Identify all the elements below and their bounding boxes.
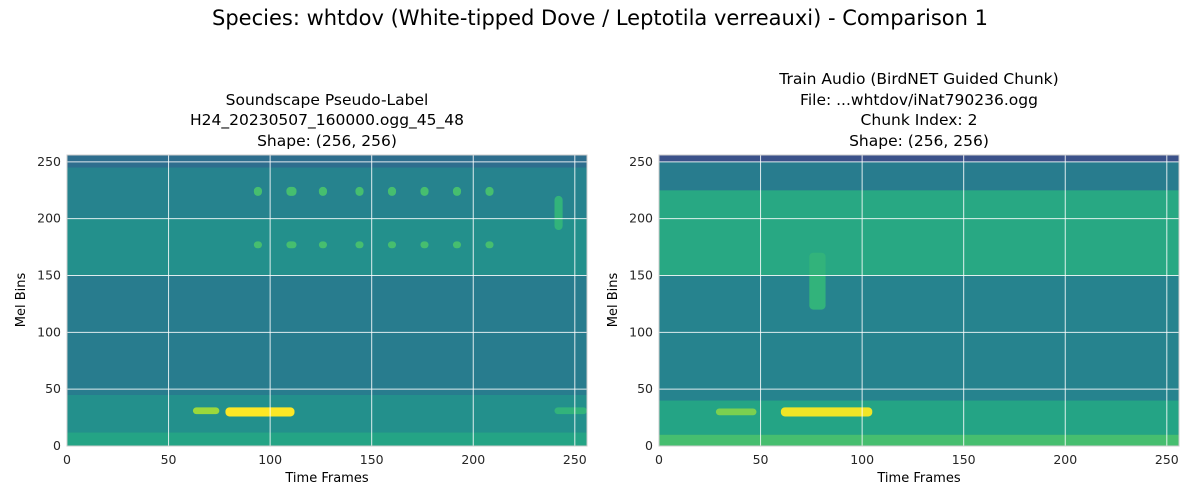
- x-tick-label: 250: [1155, 452, 1179, 467]
- grid-right: [659, 155, 1179, 446]
- panel-right: Train Audio (BirdNET Guided Chunk) File:…: [606, 70, 1180, 486]
- y-tick-label: 250: [37, 154, 61, 169]
- heat-band-3: [67, 218, 587, 276]
- heat-band-1: [659, 400, 1179, 435]
- heat-spot-7: [387, 241, 397, 249]
- x-tick-label: 150: [952, 452, 976, 467]
- figure-suptitle: Species: whtdov (White-tipped Dove / Lep…: [212, 6, 988, 30]
- heat-spot-14: [355, 186, 364, 196]
- heat-spot-10: [485, 241, 494, 249]
- x-axis-label-right: Time Frames: [876, 471, 960, 486]
- panel-right-title-line-1: Train Audio (BirdNET Guided Chunk): [778, 70, 1058, 88]
- heat-spot-0: [715, 408, 757, 416]
- y-tick-label: 0: [645, 438, 653, 453]
- heat-spot-9: [452, 241, 462, 249]
- heat-spot-0: [192, 407, 220, 415]
- heat-spot-1: [225, 407, 295, 417]
- y-tick-label: 150: [37, 267, 61, 282]
- heat-band-3: [659, 190, 1179, 276]
- x-tick-label: 150: [360, 452, 384, 467]
- heat-spot-2: [554, 407, 587, 415]
- x-tick-label: 250: [563, 452, 587, 467]
- y-tick-label: 100: [37, 324, 61, 339]
- heat-spot-1: [780, 407, 873, 417]
- panel-left-title-line-2: H24_20230507_160000.ogg_45_48: [190, 111, 464, 130]
- heat-band-2: [67, 275, 587, 395]
- heat-spot-11: [253, 186, 262, 196]
- heat-band-4: [67, 167, 587, 219]
- y-tick-label: 50: [45, 381, 61, 396]
- y-tick-label: 200: [629, 211, 653, 226]
- x-tick-label: 50: [161, 452, 177, 467]
- y-tick-label: 150: [629, 267, 653, 282]
- panel-right-title-line-3: Chunk Index: 2: [861, 111, 978, 129]
- ticks-left: 0 50 100 150 200 250 0 50 100 150 200 250: [37, 154, 587, 467]
- heat-spot-4: [286, 241, 297, 249]
- heat-spot-15: [387, 186, 397, 196]
- y-tick-label: 0: [53, 438, 61, 453]
- heat-spot-5: [318, 241, 327, 249]
- ticks-right: 0 50 100 150 200 250 0 50 100 150 200 250: [629, 154, 1179, 467]
- x-tick-label: 0: [63, 452, 71, 467]
- x-tick-label: 200: [1053, 452, 1077, 467]
- heat-band-5: [67, 155, 587, 168]
- y-tick-label: 50: [637, 381, 653, 396]
- heat-spot-16: [420, 186, 429, 196]
- panel-right-title-line-4: Shape: (256, 256): [849, 132, 989, 150]
- axes-frame-right: [658, 154, 1180, 447]
- panel-left-title-line-1: Soundscape Pseudo-Label: [226, 91, 429, 109]
- y-axis-label-right: Mel Bins: [606, 273, 621, 328]
- heat-band-1: [67, 394, 587, 433]
- panel-left: Soundscape Pseudo-Label H24_20230507_160…: [14, 91, 588, 486]
- heat-spot-18: [485, 186, 494, 196]
- spectrogram-left: [67, 155, 587, 446]
- heat-spot-12: [286, 186, 297, 196]
- heat-band-4: [659, 161, 1179, 191]
- y-tick-label: 250: [629, 154, 653, 169]
- grid-left: [67, 155, 587, 446]
- heat-band-0: [659, 434, 1179, 446]
- heat-spot-19: [554, 195, 563, 231]
- x-tick-label: 50: [753, 452, 769, 467]
- y-tick-label: 100: [629, 324, 653, 339]
- y-tick-label: 200: [37, 211, 61, 226]
- heat-spot-8: [420, 241, 429, 249]
- heat-spot-13: [318, 186, 327, 196]
- heat-spot-6: [355, 241, 364, 249]
- heat-spot-17: [452, 186, 462, 196]
- spectrogram-right: [659, 155, 1179, 446]
- heat-band-2: [659, 275, 1179, 401]
- heat-band-0: [67, 432, 587, 446]
- panel-left-title-line-3: Shape: (256, 256): [257, 132, 397, 150]
- x-axis-label-left: Time Frames: [284, 471, 368, 486]
- y-axis-label-left: Mel Bins: [14, 273, 29, 328]
- heat-spot-2: [809, 252, 826, 310]
- axes-frame-left: [66, 154, 588, 447]
- x-tick-label: 200: [461, 452, 485, 467]
- x-tick-label: 100: [850, 452, 874, 467]
- heat-band-5: [659, 155, 1179, 162]
- panel-right-title-line-2: File: ...whtdov/iNat790236.ogg: [800, 91, 1038, 109]
- heat-spot-3: [253, 241, 262, 249]
- x-tick-label: 0: [655, 452, 663, 467]
- x-tick-label: 100: [258, 452, 282, 467]
